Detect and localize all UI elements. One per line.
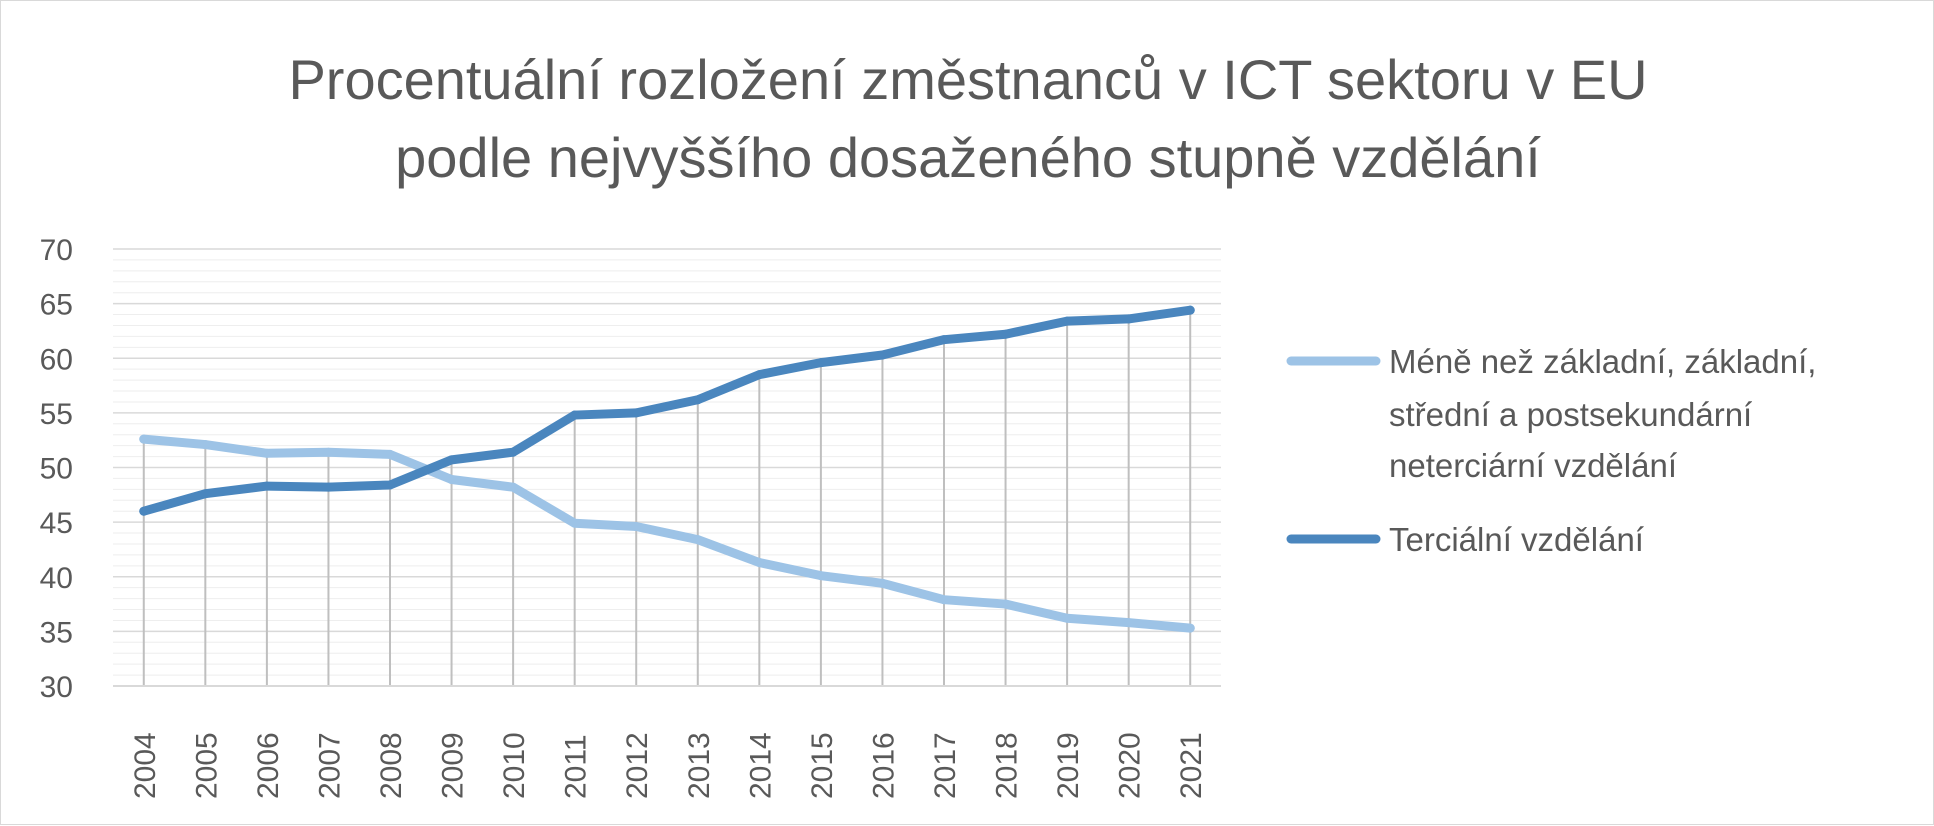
data-point	[693, 395, 702, 404]
x-tick-label: 2005	[190, 732, 223, 799]
y-tick-label: 35	[40, 616, 73, 649]
y-tick-label: 65	[40, 289, 73, 322]
data-point	[509, 483, 518, 492]
data-point	[262, 482, 271, 491]
x-tick-label: 2015	[806, 732, 839, 799]
data-point	[324, 483, 333, 492]
legend-label: Terciální vzdělání	[1389, 521, 1644, 558]
x-tick-label: 2019	[1052, 732, 1085, 799]
data-point	[1124, 314, 1133, 323]
data-point	[755, 558, 764, 567]
data-point	[139, 507, 148, 516]
data-point	[693, 535, 702, 544]
x-tick-label: 2016	[867, 732, 900, 799]
chart-title-line-2: podle nejvyššího dosaženého stupně vzděl…	[395, 126, 1541, 189]
data-point	[201, 440, 210, 449]
x-tick-label: 2018	[991, 732, 1024, 799]
data-point	[201, 489, 210, 498]
data-point	[447, 455, 456, 464]
x-tick-label: 2004	[129, 732, 162, 799]
x-tick-label: 2013	[683, 732, 716, 799]
x-tick-label: 2012	[621, 732, 654, 799]
x-tick-label: 2009	[437, 732, 470, 799]
x-tick-label: 2011	[560, 734, 593, 799]
x-tick-label: 2007	[313, 732, 346, 799]
data-point	[878, 579, 887, 588]
x-tick-label: 2021	[1175, 732, 1208, 799]
chart-title-line-1: Procentuální rozložení změstnanců v ICT …	[288, 48, 1647, 111]
x-tick-label: 2020	[1114, 732, 1147, 799]
data-point	[509, 448, 518, 457]
x-tick-label: 2008	[375, 732, 408, 799]
data-point	[1063, 614, 1072, 623]
data-point	[1001, 330, 1010, 339]
legend-label: střední a postsekundární	[1389, 396, 1752, 433]
data-point	[940, 595, 949, 604]
y-tick-label: 50	[40, 453, 73, 486]
data-point	[570, 519, 579, 528]
data-point	[386, 480, 395, 489]
axis-layer: 30 35 40 45 50 55 60 65 70 2004 2005 2006 2007 2008 20…	[40, 234, 1221, 799]
x-tick-label: 2014	[744, 732, 777, 799]
data-point	[386, 450, 395, 459]
x-tick-label: 2017	[929, 732, 962, 799]
x-tick-label: 2010	[498, 732, 531, 799]
y-tick-label: 45	[40, 507, 73, 540]
y-tick-label: 30	[40, 671, 73, 704]
grid-layer	[113, 249, 1221, 686]
x-tick-label: 2006	[252, 732, 285, 799]
legend-label: neterciární vzdělání	[1389, 447, 1677, 484]
data-point	[324, 448, 333, 457]
data-point	[632, 522, 641, 531]
data-point	[816, 571, 825, 580]
y-tick-label: 55	[40, 398, 73, 431]
legend-label: Méně než základní, základní,	[1389, 343, 1816, 380]
y-tick-label: 70	[40, 234, 73, 267]
data-point	[1063, 317, 1072, 326]
series-line-2	[144, 310, 1190, 511]
data-point	[1124, 618, 1133, 627]
y-tick-label: 60	[40, 343, 73, 376]
data-point	[1186, 306, 1195, 315]
data-point	[139, 435, 148, 444]
data-point	[632, 408, 641, 417]
data-point	[940, 335, 949, 344]
legend: Méně než základní, základní, střední a po…	[1291, 343, 1816, 558]
data-point	[878, 350, 887, 359]
data-point	[755, 370, 764, 379]
data-point	[447, 475, 456, 484]
data-point	[1001, 600, 1010, 609]
y-tick-label: 40	[40, 562, 73, 595]
data-point	[570, 411, 579, 420]
data-point	[262, 449, 271, 458]
data-point	[816, 358, 825, 367]
series-layer	[139, 306, 1194, 633]
data-point	[1186, 624, 1195, 633]
